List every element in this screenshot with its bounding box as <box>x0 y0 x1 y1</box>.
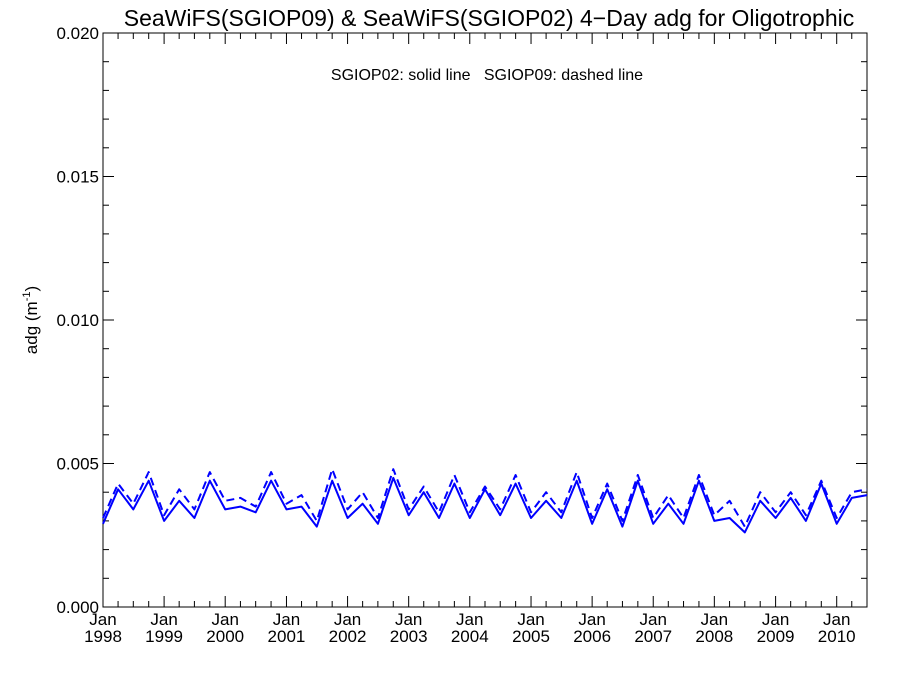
y-axis: 0.000 0.005 0.010 0.015 0.020 <box>56 24 867 617</box>
y-axis-label: adg (m-1) <box>21 286 41 354</box>
series-line-solid <box>102 476 868 534</box>
x-tick-month: Jan <box>578 610 605 629</box>
x-tick-year: 2008 <box>695 627 733 646</box>
x-tick-year: 2002 <box>329 627 367 646</box>
series-group <box>102 468 868 534</box>
chart-title: SeaWiFS(SGIOP09) & SeaWiFS(SGIOP02) 4−Da… <box>124 5 855 31</box>
x-tick-month: Jan <box>517 610 544 629</box>
y-tick-label: 0.005 <box>56 455 99 474</box>
x-tick-month: Jan <box>89 610 116 629</box>
x-tick-month: Jan <box>395 610 422 629</box>
y-tick-label: 0.010 <box>56 311 99 330</box>
x-axis: Jan1998Jan1999Jan2000Jan2001Jan2002Jan20… <box>84 33 868 646</box>
x-tick-month: Jan <box>273 610 300 629</box>
y-tick-label: 0.020 <box>56 24 99 43</box>
x-tick-month: Jan <box>211 610 238 629</box>
x-tick-year: 2006 <box>573 627 611 646</box>
x-tick-month: Jan <box>456 610 483 629</box>
x-tick-year: 2000 <box>206 627 244 646</box>
x-tick-month: Jan <box>701 610 728 629</box>
x-tick-year: 2005 <box>512 627 550 646</box>
x-tick-year: 2007 <box>634 627 672 646</box>
x-tick-month: Jan <box>762 610 789 629</box>
y-tick-label: 0.015 <box>56 168 99 187</box>
x-tick-month: Jan <box>640 610 667 629</box>
line-style-note: SGIOP02: solid line SGIOP09: dashed line <box>331 67 643 84</box>
series-line-dashed <box>102 468 868 528</box>
x-tick-month: Jan <box>823 610 850 629</box>
x-tick-year: 2003 <box>390 627 428 646</box>
x-tick-year: 1998 <box>84 627 122 646</box>
x-tick-year: 2010 <box>818 627 856 646</box>
y-tick-label: 0.000 <box>56 598 99 617</box>
x-tick-month: Jan <box>334 610 361 629</box>
x-tick-month: Jan <box>150 610 177 629</box>
x-tick-year: 1999 <box>145 627 183 646</box>
x-tick-year: 2004 <box>451 627 489 646</box>
x-tick-year: 2009 <box>757 627 795 646</box>
x-tick-year: 2001 <box>268 627 306 646</box>
plot-frame <box>102 32 868 608</box>
